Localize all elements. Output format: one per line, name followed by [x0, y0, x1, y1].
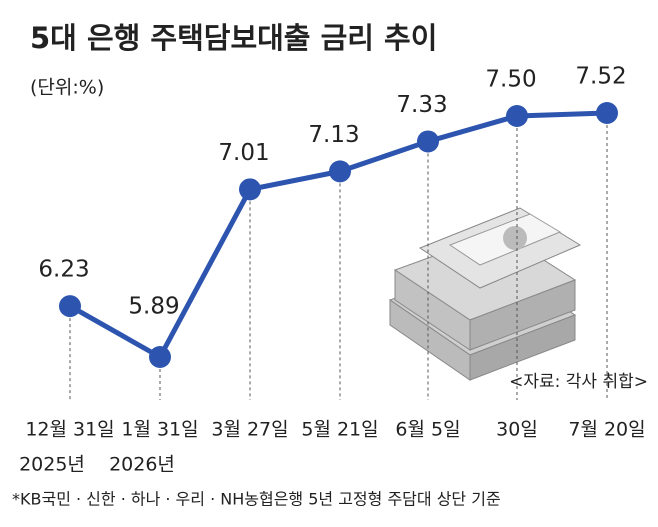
value-label: 7.13	[308, 122, 359, 148]
x-tick-label: 5월 21일	[301, 419, 378, 441]
value-label: 6.23	[38, 257, 89, 283]
x-tick-label: 12월 31일	[25, 419, 114, 441]
footnote: *KB국민 · 신한 · 하나 · 우리 · NH농협은행 5년 고정형 주담대…	[12, 490, 501, 509]
source-note: <자료: 각사 취합>	[509, 372, 648, 392]
x-tick-sublabel: 2026년	[109, 454, 175, 476]
x-tick-label: 7월 20일	[568, 419, 645, 441]
point	[149, 346, 171, 368]
point	[417, 130, 439, 153]
value-label: 7.50	[485, 66, 536, 92]
value-label: 7.52	[575, 64, 626, 90]
x-tick-sublabel: 2025년	[19, 454, 85, 476]
value-label: 5.89	[128, 294, 179, 320]
point	[596, 102, 618, 124]
point	[59, 295, 81, 318]
chart-subtitle: (단위:%)	[30, 77, 104, 99]
x-tick-label: 30일	[496, 419, 538, 441]
x-tick-label: 6월 5일	[395, 419, 460, 441]
value-label: 7.33	[396, 92, 447, 118]
chart-title: 5대 은행 주택담보대출 금리 추이	[30, 21, 437, 55]
point	[329, 160, 351, 183]
x-tick-label: 3월 27일	[211, 419, 288, 441]
value-label: 7.01	[218, 140, 269, 166]
point	[506, 104, 528, 127]
x-tick-label: 1월 31일	[121, 419, 198, 441]
point	[239, 178, 261, 201]
money-illustration	[388, 207, 582, 381]
